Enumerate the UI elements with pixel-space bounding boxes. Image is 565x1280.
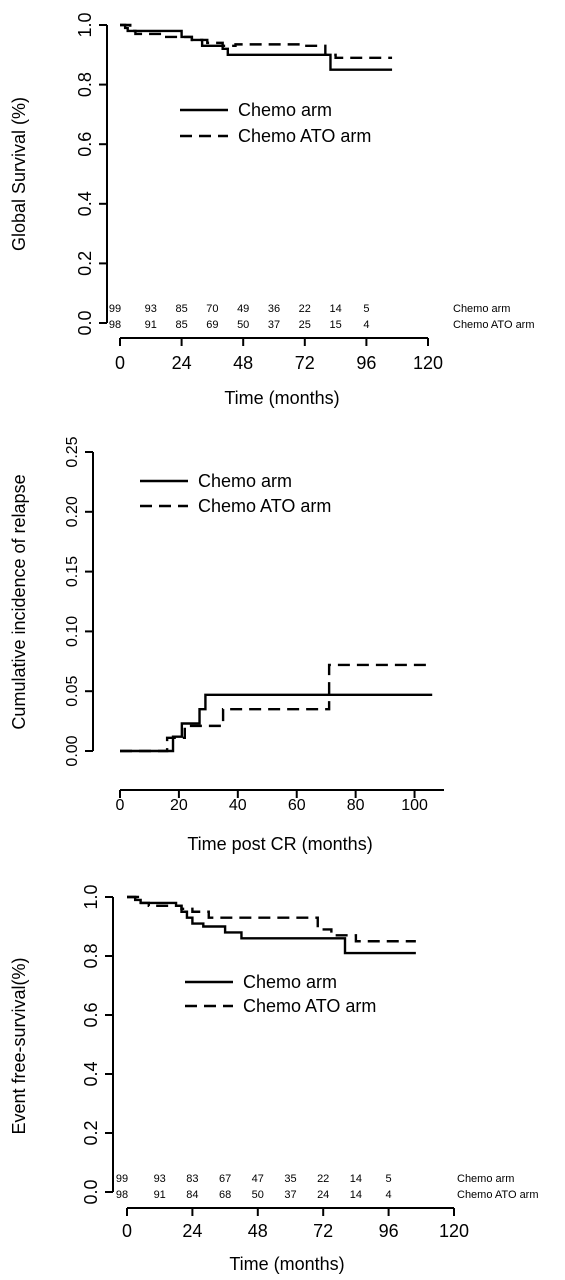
at-risk-row-label: Chemo ATO arm bbox=[457, 1189, 539, 1201]
y-tick-label: 0.20 bbox=[64, 496, 81, 527]
x-tick-label: 72 bbox=[295, 353, 315, 373]
legend-label-chemo-ato: Chemo ATO arm bbox=[243, 996, 376, 1016]
series-line-chemo-ato bbox=[120, 663, 433, 753]
legend-label-chemo: Chemo arm bbox=[238, 100, 332, 120]
at-risk-count: 37 bbox=[284, 1189, 296, 1201]
y-axis-label: Cumulative incidence of relapse bbox=[9, 474, 29, 729]
at-risk-count: 69 bbox=[206, 319, 218, 331]
series-line-chemo bbox=[120, 23, 393, 71]
at-risk-count: 98 bbox=[116, 1189, 128, 1201]
y-tick-label: 0.10 bbox=[64, 616, 81, 647]
x-tick-label: 100 bbox=[401, 797, 428, 814]
series-line-chemo bbox=[120, 693, 433, 753]
at-risk-count: 4 bbox=[386, 1189, 392, 1201]
at-risk-row-label: Chemo arm bbox=[453, 303, 510, 315]
y-tick-label: 0.0 bbox=[81, 1179, 101, 1204]
at-risk-count: 83 bbox=[186, 1173, 198, 1185]
at-risk-count: 99 bbox=[116, 1173, 128, 1185]
x-tick-label: 20 bbox=[170, 797, 188, 814]
y-tick-label: 0.15 bbox=[64, 556, 81, 587]
x-tick-label: 24 bbox=[182, 1221, 202, 1241]
x-tick-label: 0 bbox=[116, 797, 125, 814]
y-tick-label: 0.6 bbox=[75, 132, 95, 157]
x-axis-label: Time post CR (months) bbox=[187, 834, 372, 854]
at-risk-count: 93 bbox=[154, 1173, 166, 1185]
at-risk-count: 36 bbox=[268, 303, 280, 315]
legend-label-chemo: Chemo arm bbox=[198, 471, 292, 491]
at-risk-count: 91 bbox=[145, 319, 157, 331]
x-tick-label: 48 bbox=[248, 1221, 268, 1241]
at-risk-count: 67 bbox=[219, 1173, 231, 1185]
x-tick-label: 96 bbox=[379, 1221, 399, 1241]
y-tick-label: 0.2 bbox=[81, 1120, 101, 1145]
series-line-chemo-ato bbox=[127, 895, 416, 943]
at-risk-count: 15 bbox=[329, 319, 341, 331]
at-risk-count: 14 bbox=[329, 303, 341, 315]
y-tick-label: 1.0 bbox=[75, 12, 95, 37]
y-tick-label: 1.0 bbox=[81, 884, 101, 909]
series-line-chemo-ato bbox=[120, 23, 393, 59]
y-tick-label: 0.4 bbox=[81, 1061, 101, 1086]
at-risk-count: 22 bbox=[299, 303, 311, 315]
at-risk-count: 37 bbox=[268, 319, 280, 331]
at-risk-count: 14 bbox=[350, 1173, 362, 1185]
y-tick-label: 0.25 bbox=[64, 436, 81, 467]
series-line-chemo bbox=[127, 895, 416, 955]
at-risk-count: 70 bbox=[206, 303, 218, 315]
at-risk-count: 50 bbox=[237, 319, 249, 331]
x-tick-label: 120 bbox=[413, 353, 443, 373]
x-tick-label: 72 bbox=[313, 1221, 333, 1241]
y-tick-label: 0.8 bbox=[75, 72, 95, 97]
at-risk-count: 35 bbox=[284, 1173, 296, 1185]
legend-label-chemo: Chemo arm bbox=[243, 972, 337, 992]
at-risk-count: 84 bbox=[186, 1189, 198, 1201]
chart-panel-2: 0 20 40 60 80 100 0.00 0.05 0.10 0.15 0.20 0.25 Time… bbox=[9, 436, 444, 854]
chart-panel-1: 0 24 48 72 96 120 0.0 0.2 0.4 0.6 0.8 1.0 Time (mont… bbox=[9, 12, 535, 408]
y-tick-label: 0.4 bbox=[75, 191, 95, 216]
legend-label-chemo-ato: Chemo ATO arm bbox=[198, 496, 331, 516]
x-tick-label: 24 bbox=[172, 353, 192, 373]
y-axis-label: Global Survival (%) bbox=[9, 97, 29, 251]
at-risk-count: 49 bbox=[237, 303, 249, 315]
y-tick-label: 0.6 bbox=[81, 1002, 101, 1027]
at-risk-count: 93 bbox=[145, 303, 157, 315]
x-axis-label: Time (months) bbox=[224, 388, 339, 408]
chart-panel-3: 0 24 48 72 96 120 0.0 0.2 0.4 0.6 0.8 1.0 Time (mont… bbox=[9, 884, 539, 1274]
x-tick-label: 0 bbox=[115, 353, 125, 373]
y-axis-label: Event free-survival(%) bbox=[9, 957, 29, 1134]
x-tick-label: 60 bbox=[288, 797, 306, 814]
at-risk-count: 98 bbox=[109, 319, 121, 331]
at-risk-count: 5 bbox=[363, 303, 369, 315]
at-risk-count: 4 bbox=[363, 319, 369, 331]
at-risk-count: 85 bbox=[175, 303, 187, 315]
x-tick-label: 96 bbox=[356, 353, 376, 373]
y-tick-label: 0.00 bbox=[64, 735, 81, 766]
y-tick-label: 0.05 bbox=[64, 676, 81, 707]
x-tick-label: 120 bbox=[439, 1221, 469, 1241]
at-risk-count: 14 bbox=[350, 1189, 362, 1201]
at-risk-count: 22 bbox=[317, 1173, 329, 1185]
at-risk-count: 68 bbox=[219, 1189, 231, 1201]
y-tick-label: 0.8 bbox=[81, 943, 101, 968]
at-risk-count: 99 bbox=[109, 303, 121, 315]
legend-label-chemo-ato: Chemo ATO arm bbox=[238, 126, 371, 146]
x-axis-label: Time (months) bbox=[229, 1254, 344, 1274]
x-tick-label: 48 bbox=[233, 353, 253, 373]
at-risk-row-label: Chemo arm bbox=[457, 1173, 514, 1185]
x-tick-label: 80 bbox=[347, 797, 365, 814]
y-tick-label: 0.0 bbox=[75, 310, 95, 335]
at-risk-count: 5 bbox=[386, 1173, 392, 1185]
at-risk-count: 25 bbox=[299, 319, 311, 331]
x-tick-label: 0 bbox=[122, 1221, 132, 1241]
at-risk-count: 47 bbox=[252, 1173, 264, 1185]
at-risk-count: 91 bbox=[154, 1189, 166, 1201]
at-risk-count: 50 bbox=[252, 1189, 264, 1201]
x-tick-label: 40 bbox=[229, 797, 247, 814]
at-risk-count: 24 bbox=[317, 1189, 329, 1201]
at-risk-row-label: Chemo ATO arm bbox=[453, 319, 535, 331]
at-risk-count: 85 bbox=[175, 319, 187, 331]
y-tick-label: 0.2 bbox=[75, 251, 95, 276]
